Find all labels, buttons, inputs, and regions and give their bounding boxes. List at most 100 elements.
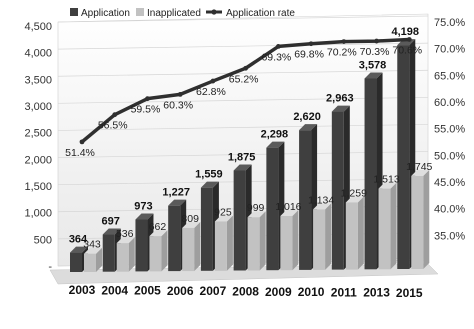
application-bar-top: [200, 181, 219, 188]
application-bar-top: [233, 164, 252, 171]
right-tick-label: 40.0%: [434, 204, 465, 216]
right-tick-label: 70.0%: [434, 44, 465, 56]
application-bar-top: [299, 124, 318, 131]
x-axis-label: 2015: [396, 286, 423, 300]
inapplicated-bar-side: [259, 211, 266, 271]
application-value-label: 364: [69, 234, 88, 246]
x-axis-label: 2004: [101, 283, 128, 297]
application-value-label: 1,227: [162, 187, 190, 199]
inapplicated-bar-side: [390, 182, 397, 270]
application-bar: [200, 187, 213, 271]
application-bar-top: [135, 213, 154, 220]
application-bar-top: [331, 105, 350, 112]
rate-value-label: 70.3%: [360, 46, 390, 58]
rate-point: [243, 65, 249, 71]
inapplicated-bar: [247, 217, 260, 271]
gridline: [57, 42, 429, 50]
rate-point: [406, 37, 412, 42]
rate-value-label: 60.3%: [163, 99, 193, 111]
inapplicated-bar-side: [96, 247, 102, 272]
x-axis-label: 2010: [298, 285, 325, 299]
inapplicated-value-label: 1,259: [341, 187, 367, 199]
application-bar-top: [102, 228, 121, 235]
inapplicated-bar: [116, 243, 129, 272]
application-bar-top: [168, 199, 187, 206]
rate-value-label: 69.3%: [261, 51, 291, 63]
application-bar: [397, 45, 410, 270]
inapplicated-bar: [345, 202, 358, 270]
application-bar: [135, 219, 148, 272]
inapplicated-bar-top: [116, 237, 135, 244]
application-value-label: 4,198: [392, 26, 420, 38]
inapplicated-bar-top: [84, 247, 102, 254]
application-bar: [331, 111, 344, 270]
inapplicated-value-label: 1,513: [373, 174, 399, 186]
left-tick-label: -: [48, 261, 52, 273]
left-tick-label: 1,000: [24, 208, 52, 220]
application-value-label: 697: [102, 216, 120, 228]
legend-label-application: Application: [81, 8, 130, 19]
application-bar-top: [266, 141, 285, 148]
rate-value-label: 51.4%: [65, 147, 95, 159]
inapplicated-value-label: 1,016: [275, 201, 301, 213]
inapplicated-bar-top: [247, 211, 266, 218]
rate-value-label: 69.8%: [294, 49, 324, 61]
rate-value-label: 65.2%: [229, 73, 259, 85]
right-tick-label: 55.0%: [434, 124, 465, 136]
application-bar: [233, 170, 246, 271]
inapplicated-bar-side: [128, 237, 135, 272]
inapplicated-bar: [411, 175, 424, 269]
application-value-label: 2,620: [293, 111, 321, 123]
application-value-label: 1,559: [195, 169, 223, 181]
inapplicated-bar-side: [357, 196, 364, 270]
inapplicated-bar-top: [149, 230, 168, 237]
inapplicated-value-label: 925: [214, 206, 232, 218]
rate-value-label: 70.2%: [327, 47, 357, 59]
inapplicated-bar-side: [194, 221, 201, 272]
inapplicated-value-label: 1,745: [406, 161, 432, 173]
bars: [70, 39, 430, 272]
left-tick-label: 3,000: [24, 101, 52, 113]
legend-swatch-inapplicated: [136, 8, 144, 16]
legend-label-inapplicated: Inapplicated: [147, 8, 201, 19]
inapplicated-bar-top: [280, 210, 299, 217]
rate-point: [210, 78, 216, 84]
inapplicated-bar: [84, 253, 96, 272]
inapplicated-bar-side: [226, 215, 233, 271]
inapplicated-bar-top: [313, 203, 332, 210]
inapplicated-bar-top: [214, 215, 233, 222]
inapplicated-value-label: 999: [247, 202, 265, 214]
inapplicated-bar: [313, 209, 326, 270]
inapplicated-bar: [214, 221, 227, 271]
rate-point: [308, 41, 314, 47]
rate-value-label: 59.5%: [131, 104, 161, 116]
application-bar: [266, 147, 279, 271]
legend-label-rate: Application rate: [226, 8, 295, 19]
inapplicated-value-label: 1,134: [308, 194, 334, 206]
x-axis-label: 2003: [69, 283, 96, 297]
application-bar-top: [364, 72, 383, 79]
application-bar: [364, 78, 377, 270]
left-tick-label: 2,000: [24, 154, 52, 166]
right-tick-label: 60.0%: [434, 97, 465, 109]
legend-marker-rate: [211, 9, 217, 15]
application-bar: [168, 205, 181, 272]
inapplicated-bar: [149, 236, 162, 272]
inapplicated-bar-side: [292, 210, 299, 271]
rate-point: [145, 96, 150, 102]
rate-point: [177, 92, 183, 97]
left-tick-label: 500: [34, 234, 52, 246]
right-tick-label: 50.0%: [434, 150, 465, 162]
left-tick-label: 3,500: [24, 74, 52, 86]
right-tick-label: 35.0%: [434, 230, 465, 242]
inapplicated-bar-top: [182, 221, 201, 228]
left-tick-label: 4,000: [24, 48, 52, 60]
inapplicated-bar-side: [325, 203, 332, 270]
legend: Application Inapplicated Application rate: [70, 8, 295, 19]
inapplicated-bar-side: [161, 230, 168, 272]
application-value-label: 1,875: [228, 152, 256, 164]
rate-line: [79, 37, 412, 145]
